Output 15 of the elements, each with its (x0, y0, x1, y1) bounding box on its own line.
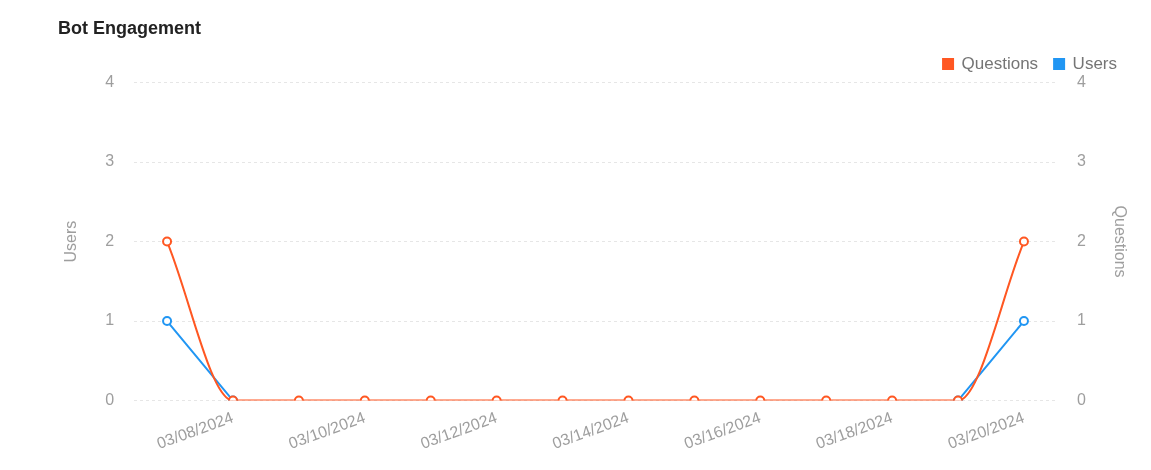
y-axis-title: Users (62, 220, 80, 263)
y2-tick-label: 4 (1076, 73, 1086, 91)
legend-label: Users (1072, 53, 1118, 73)
y-tick-label: 3 (105, 152, 115, 170)
y2-tick-label: 1 (1076, 311, 1086, 329)
legend-label: Questions (961, 53, 1039, 73)
y2-axis-title: Questions (1111, 205, 1129, 278)
y-tick-label: 4 (105, 73, 115, 91)
y2-tick-label: 0 (1076, 390, 1086, 408)
y-tick-label: 0 (105, 390, 115, 408)
chart-title: Bot Engagement (58, 17, 202, 38)
y-tick-label: 2 (105, 231, 115, 249)
y2-tick-label: 2 (1076, 231, 1086, 249)
y2-tick-label: 3 (1076, 152, 1086, 170)
y-tick-label: 1 (105, 311, 115, 329)
